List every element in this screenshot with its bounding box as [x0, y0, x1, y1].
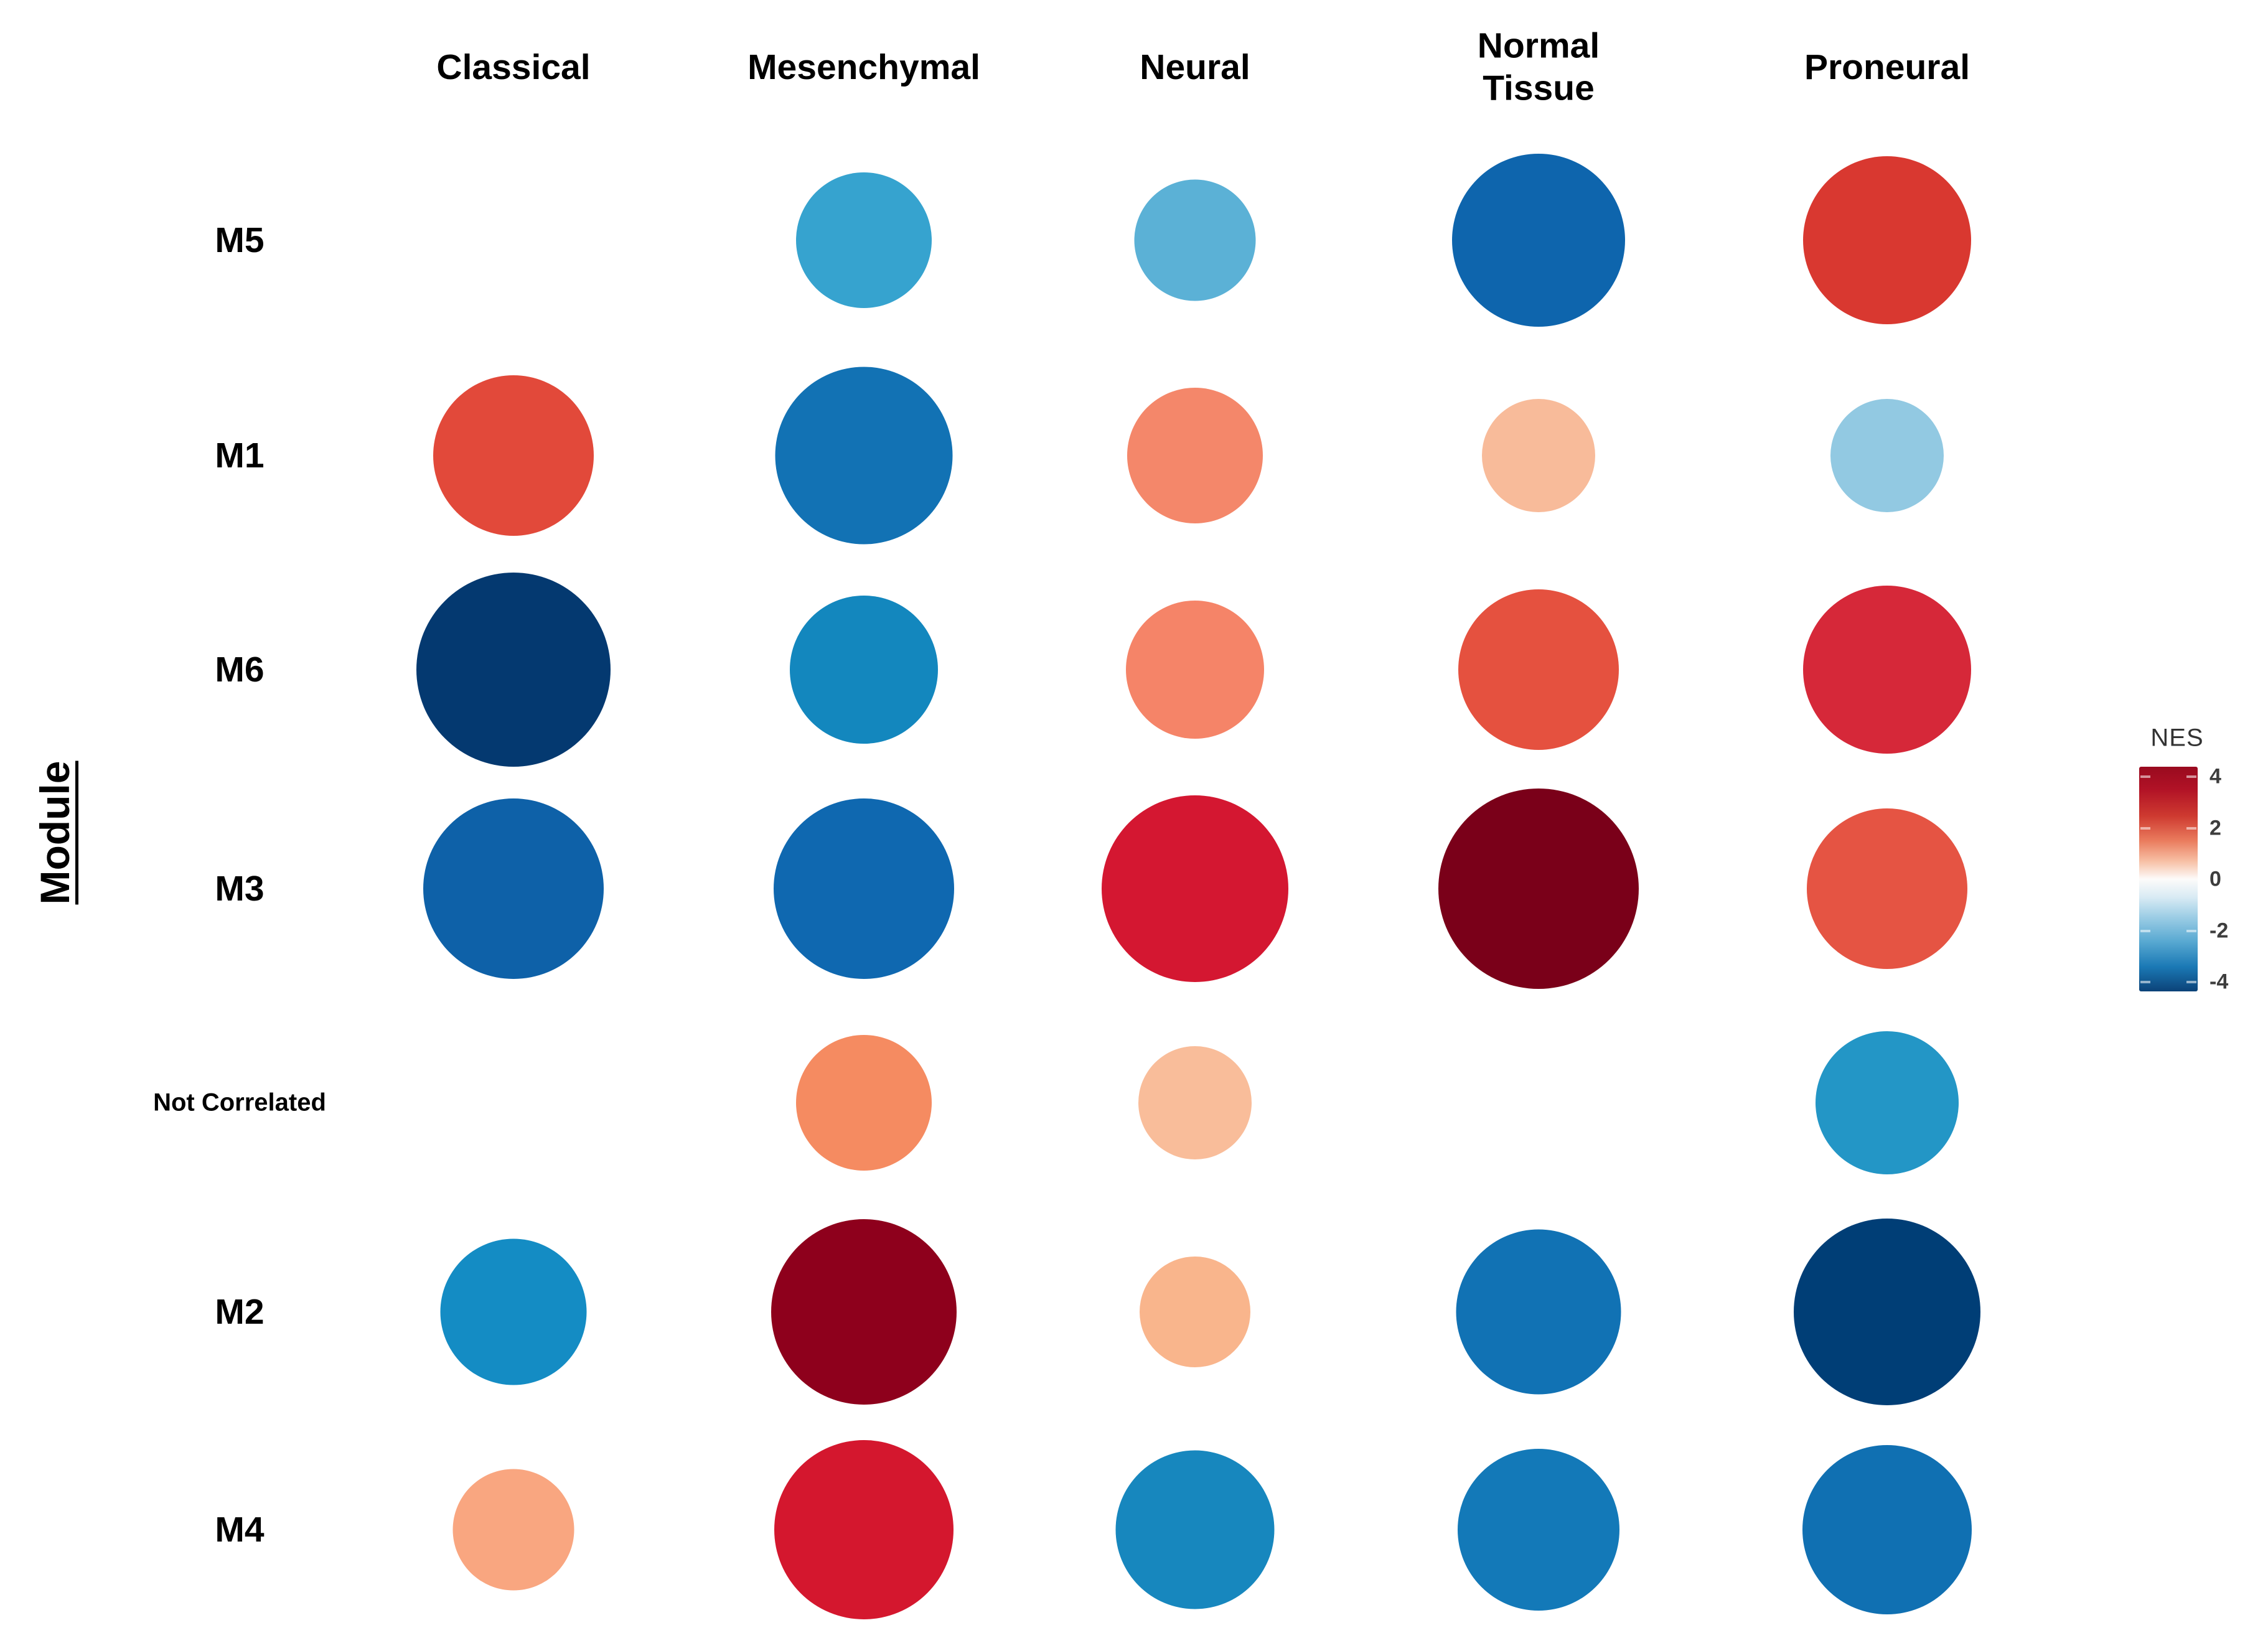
bubble-m4-normal-tissue: [1458, 1449, 1619, 1611]
bubble-m4-classical: [452, 1469, 574, 1591]
legend-tick-mark: [2186, 981, 2196, 984]
row-label-m6: M6: [215, 650, 265, 690]
bubble-m6-normal-tissue: [1458, 589, 1619, 750]
legend-tick-mark: [2140, 775, 2150, 778]
bubble-m5-normal-tissue: [1452, 154, 1625, 327]
bubble-m4-proneural: [1802, 1445, 1972, 1614]
legend-tick-mark: [2186, 775, 2196, 778]
bubble-m2-classical: [440, 1238, 587, 1385]
legend-tick--2: -2: [2209, 919, 2229, 943]
bubble-m3-neural: [1102, 795, 1288, 982]
bubble-not-correlated-mesenchymal: [796, 1035, 932, 1171]
bubble-m3-classical: [423, 798, 604, 979]
bubble-m5-neural: [1134, 179, 1256, 301]
row-label-not-correlated: Not Correlated: [153, 1088, 326, 1116]
row-label-m1: M1: [215, 436, 265, 475]
bubble-m2-proneural: [1794, 1219, 1980, 1405]
bubble-m3-normal-tissue: [1438, 789, 1639, 989]
bubble-not-correlated-neural: [1138, 1046, 1252, 1159]
legend-tick-mark: [2186, 929, 2196, 932]
legend-title: NES: [2150, 724, 2204, 752]
col-header-classical: Classical: [436, 47, 591, 87]
bubble-m4-mesenchymal: [774, 1440, 954, 1619]
bubble-m3-proneural: [1807, 808, 1967, 969]
legend-tick-4: 4: [2209, 764, 2221, 789]
bubble-m2-normal-tissue: [1456, 1229, 1621, 1395]
bubble-m6-mesenchymal: [790, 596, 938, 744]
bubble-m5-mesenchymal: [796, 172, 932, 308]
legend-tick-mark: [2140, 929, 2150, 932]
col-header-mesenchymal: Mesenchymal: [747, 47, 980, 87]
legend-tick--4: -4: [2209, 970, 2229, 994]
col-header-proneural: Proneural: [1804, 47, 1970, 87]
row-label-m2: M2: [215, 1292, 265, 1332]
bubble-not-correlated-proneural: [1816, 1031, 1959, 1174]
bubble-m1-normal-tissue: [1482, 399, 1595, 512]
bubble-m2-neural: [1140, 1257, 1250, 1367]
nes-colorbar: [2139, 767, 2198, 991]
legend-tick-mark: [2140, 826, 2150, 830]
legend-tick-0: 0: [2209, 867, 2221, 891]
col-header-normal-tissue: Normal Tissue: [1477, 26, 1600, 108]
row-label-m5: M5: [215, 220, 265, 260]
bubble-m5-proneural: [1803, 156, 1971, 324]
bubble-m1-classical: [433, 375, 594, 536]
bubble-m1-neural: [1127, 388, 1263, 523]
bubble-m1-proneural: [1830, 399, 1944, 512]
row-label-m3: M3: [215, 869, 265, 909]
bubble-m6-neural: [1126, 601, 1264, 739]
bubble-m3-mesenchymal: [774, 798, 954, 979]
legend-tick-mark: [2140, 981, 2150, 984]
legend-tick-mark: [2186, 826, 2196, 830]
bubble-m6-classical: [416, 573, 611, 767]
bubble-m4-neural: [1115, 1450, 1275, 1609]
bubble-m2-mesenchymal: [771, 1219, 957, 1405]
bubble-m1-mesenchymal: [775, 367, 953, 545]
bubble-m6-proneural: [1803, 586, 1971, 754]
legend-tick-2: 2: [2209, 816, 2221, 840]
col-header-neural: Neural: [1140, 47, 1250, 87]
row-label-m4: M4: [215, 1510, 265, 1550]
